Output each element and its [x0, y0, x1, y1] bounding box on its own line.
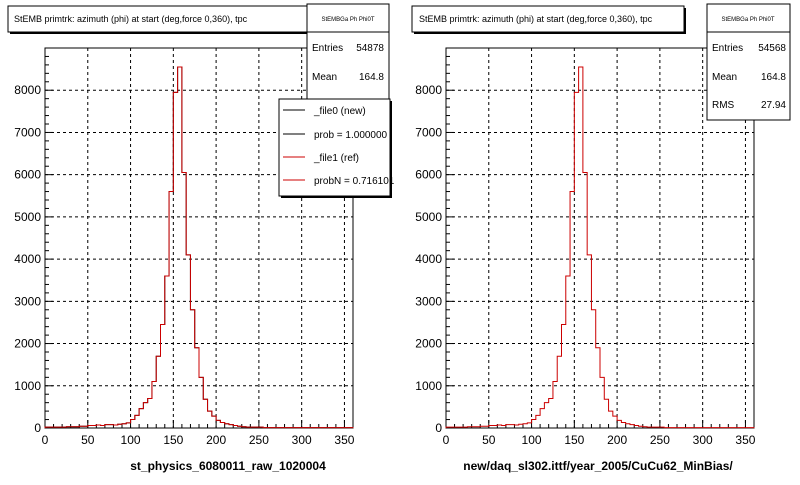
y-tick-label: 7000 — [415, 125, 442, 139]
histogram-series-1 — [44, 66, 354, 429]
x-tick-label: 200 — [607, 433, 627, 447]
y-tick-label: 0 — [34, 421, 41, 435]
panel-left-stats-box: StEMBGa Ph Phi0T Entries 54878 Mean 164.… — [306, 3, 390, 101]
y-tick-label: 2000 — [415, 337, 442, 351]
panel-right-stats-name: StEMBGa Ph Phi0T — [721, 17, 774, 23]
panel-left: StEMB primtrk: azimuth (phi) at start (d… — [7, 3, 395, 473]
x-tick-label: 100 — [522, 433, 542, 447]
panel-right-title-box: StEMB primtrk: azimuth (phi) at start (d… — [411, 5, 686, 34]
x-tick-label: 250 — [249, 433, 269, 447]
x-tick-label: 100 — [121, 433, 141, 447]
x-tick-label: 350 — [735, 433, 755, 447]
panel-left-xlabel: st_physics_6080011_raw_1020004 — [130, 459, 326, 473]
x-tick-label: 0 — [42, 433, 49, 447]
legend-label-prob: prob = 1.000000 — [314, 130, 388, 141]
panel-right: StEMB primtrk: azimuth (phi) at start (d… — [411, 3, 791, 473]
y-tick-label: 3000 — [14, 294, 41, 308]
panel-right-stats-mean-label: Mean — [712, 72, 737, 83]
panel-left-stats-entries-value: 54878 — [356, 43, 384, 54]
panel-left-stats-entries-label: Entries — [312, 43, 343, 54]
x-tick-label: 300 — [292, 433, 312, 447]
panel-right-xlabel: new/daq_sl302.ittf/year_2005/CuCu62_MinB… — [463, 459, 733, 473]
legend-label-probn: probN = 0.716101 — [314, 176, 395, 187]
x-tick-label: 0 — [443, 433, 450, 447]
x-tick-label: 50 — [482, 433, 496, 447]
y-tick-label: 4000 — [14, 252, 41, 266]
panel-right-stats-rms-label: RMS — [712, 100, 735, 111]
y-tick-label: 6000 — [415, 168, 442, 182]
y-tick-label: 2000 — [14, 337, 41, 351]
panel-left-title: StEMB primtrk: azimuth (phi) at start (d… — [14, 14, 248, 24]
y-tick-label: 3000 — [415, 294, 442, 308]
panel-left-stats-mean-label: Mean — [312, 72, 337, 83]
panel-left-legend: _file0 (new) prob = 1.000000 _file1 (ref… — [278, 98, 395, 198]
panel-right-stats-entries-value: 54568 — [758, 43, 786, 54]
x-tick-label: 50 — [81, 433, 95, 447]
y-tick-label: 6000 — [14, 168, 41, 182]
panel-left-title-box: StEMB primtrk: azimuth (phi) at start (d… — [7, 5, 312, 34]
y-tick-label: 0 — [435, 421, 442, 435]
legend-label-file1: _file1 (ref) — [313, 153, 359, 164]
x-tick-label: 150 — [564, 433, 584, 447]
x-tick-label: 200 — [206, 433, 226, 447]
y-tick-label: 8000 — [14, 83, 41, 97]
x-tick-label: 350 — [334, 433, 354, 447]
x-tick-label: 150 — [163, 433, 183, 447]
x-tick-label: 250 — [650, 433, 670, 447]
panel-right-stats-box: StEMBGa Ph Phi0T Entries 54568 Mean 164.… — [706, 3, 791, 121]
panel-right-plot: 0 50 100 150 200 250 300 350 0 1000 2000 3000 4000 50… — [415, 47, 756, 447]
y-tick-label: 1000 — [415, 379, 442, 393]
legend-label-file0: _file0 (new) — [313, 106, 366, 117]
panel-right-stats-rms-value: 27.94 — [761, 100, 786, 111]
y-tick-label: 1000 — [14, 379, 41, 393]
y-tick-label: 4000 — [415, 252, 442, 266]
y-tick-label: 5000 — [415, 210, 442, 224]
histogram-series-0 — [445, 66, 755, 429]
panel-right-stats-entries-label: Entries — [712, 43, 743, 54]
panel-right-stats-mean-value: 164.8 — [761, 72, 786, 83]
y-tick-label: 8000 — [415, 83, 442, 97]
panel-left-plot: 0 50 100 150 200 250 300 350 0 1000 2000 3000 4000 50… — [14, 47, 355, 447]
y-tick-label: 7000 — [14, 125, 41, 139]
y-tick-label: 5000 — [14, 210, 41, 224]
panel-left-stats-name: StEMBGa Ph Phi0T — [321, 17, 374, 23]
x-tick-label: 300 — [693, 433, 713, 447]
panel-right-title: StEMB primtrk: azimuth (phi) at start (d… — [419, 14, 653, 24]
panel-left-stats-mean-value: 164.8 — [359, 72, 384, 83]
